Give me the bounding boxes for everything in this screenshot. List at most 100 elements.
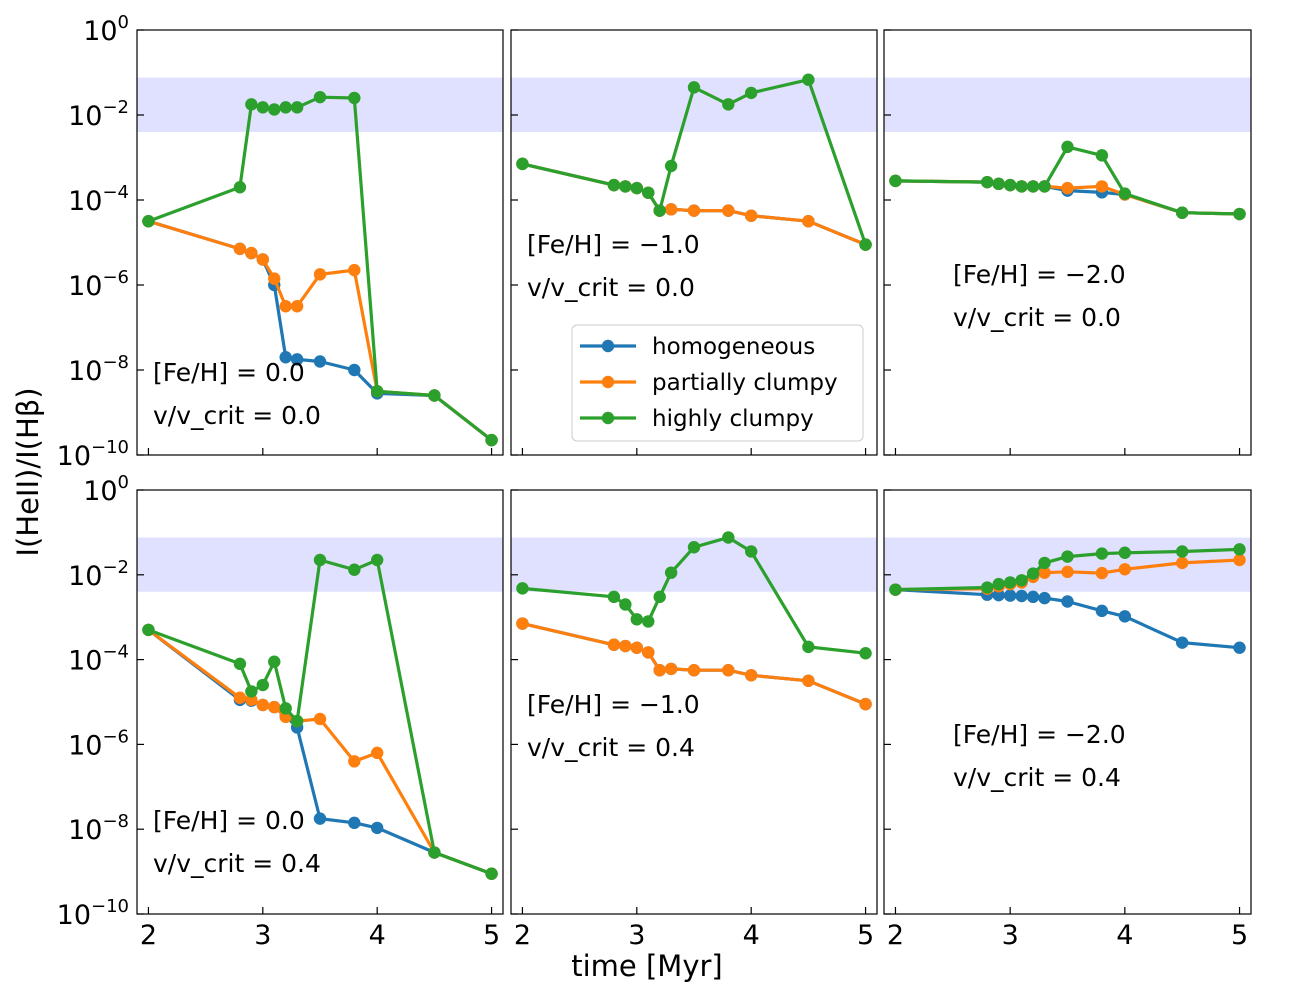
- feh-annotation: [Fe/H] = −2.0: [953, 720, 1126, 749]
- legend-label: homogeneous: [652, 334, 815, 360]
- data-point: [1118, 187, 1132, 200]
- data-point: [313, 268, 327, 281]
- data-point: [516, 157, 529, 171]
- x-tick-label: 5: [483, 920, 500, 951]
- series-line: [147, 628, 493, 876]
- panel-frame: [510, 29, 878, 456]
- data-point: [268, 700, 281, 714]
- y-tick-label: 10−6: [68, 267, 129, 302]
- y-tick-label: 10−10: [57, 437, 129, 472]
- data-point: [1026, 590, 1040, 604]
- data-point: [313, 90, 327, 104]
- panel-2: [Fe/H] = −1.0 v/v_crit = 0.0: [510, 29, 878, 456]
- data-point: [642, 646, 655, 659]
- data-point: [256, 678, 270, 692]
- data-point: [664, 203, 678, 216]
- y-tick-label: 10−8: [68, 352, 129, 387]
- feh-annotation: [Fe/H] = 0.0: [153, 806, 305, 835]
- data-point: [607, 638, 621, 651]
- data-point: [1015, 180, 1028, 193]
- panel-3: [Fe/H] = −2.0 v/v_crit = 0.0: [883, 29, 1252, 456]
- panel-5: 2 3 4 5 [Fe/H] = −1.0 v/v_crit = 0.4: [510, 489, 878, 951]
- data-point: [859, 647, 872, 660]
- panel-1: 100 10−2 10−4 10−6 10−8 10−10 [Fe/H] = 0.0 v/v_…: [57, 12, 504, 472]
- data-point: [1015, 574, 1028, 587]
- data-point: [1026, 567, 1040, 580]
- data-point: [992, 588, 1005, 602]
- data-point: [348, 755, 361, 768]
- data-point: [348, 263, 361, 277]
- data-point: [981, 175, 994, 189]
- data-point: [1233, 553, 1246, 567]
- y-tick-label: 10−10: [57, 896, 129, 931]
- panel-4: 100 10−2 10−4 10−6 10−8 10−10 2 3 4 5 [Fe/H] = 0.0…: [57, 472, 504, 951]
- data-point: [630, 181, 644, 195]
- data-point: [428, 846, 441, 859]
- legend-marker: [601, 375, 615, 389]
- data-point: [722, 531, 735, 544]
- data-point: [619, 598, 632, 611]
- data-point: [279, 702, 292, 715]
- data-point: [744, 209, 758, 222]
- data-point: [1061, 595, 1074, 608]
- data-point: [1095, 149, 1109, 162]
- data-point: [687, 81, 701, 94]
- x-tick-label: 5: [857, 920, 874, 951]
- data-point: [802, 674, 815, 687]
- data-point: [1095, 604, 1109, 618]
- data-point: [1118, 610, 1132, 623]
- x-tick-label: 3: [254, 920, 271, 951]
- data-point: [268, 655, 281, 668]
- x-tick-label: 4: [369, 920, 386, 951]
- data-point: [279, 101, 292, 114]
- data-point: [607, 178, 621, 192]
- data-point: [256, 253, 270, 266]
- data-point: [642, 186, 655, 199]
- data-point: [245, 246, 258, 260]
- legend-box: [571, 324, 864, 442]
- data-point: [664, 662, 678, 676]
- data-point: [1095, 566, 1109, 580]
- data-point: [233, 181, 247, 194]
- panel-frame: [136, 29, 504, 456]
- data-point: [802, 73, 815, 86]
- data-point: [370, 385, 384, 398]
- data-point: [268, 272, 281, 285]
- data-point: [1095, 547, 1109, 560]
- velocity-annotation: v/v_crit = 0.0: [527, 273, 695, 302]
- panel-frame: [136, 489, 504, 915]
- data-point: [1175, 636, 1189, 649]
- panels-layer: 100 10−2 10−4 10−6 10−8 10−10 [Fe/H] = 0.0 v/v_…: [57, 12, 1252, 951]
- data-point: [1038, 591, 1051, 605]
- data-point: [313, 812, 327, 825]
- data-point: [370, 821, 384, 835]
- data-point: [1026, 180, 1040, 193]
- data-point: [722, 204, 735, 217]
- data-point: [142, 215, 155, 228]
- data-point: [1061, 181, 1074, 195]
- legend: homogeneous partially clumpy highly clumpy: [571, 324, 864, 442]
- data-point: [859, 697, 872, 711]
- data-point: [1038, 556, 1051, 570]
- data-point: [348, 563, 361, 576]
- data-point: [1233, 641, 1246, 654]
- data-point: [245, 693, 258, 707]
- data-point: [256, 101, 270, 114]
- data-point: [744, 669, 758, 682]
- y-tick-label: 100: [83, 12, 129, 47]
- data-point: [313, 355, 327, 368]
- velocity-annotation: v/v_crit = 0.4: [153, 849, 321, 878]
- x-tick-label: 2: [887, 920, 904, 951]
- data-point: [142, 623, 155, 637]
- data-point: [1175, 545, 1189, 558]
- data-point: [245, 98, 258, 111]
- x-tick-label: 2: [514, 920, 531, 951]
- data-point: [802, 640, 815, 654]
- data-point: [889, 174, 902, 188]
- panel-frame: [883, 29, 1252, 456]
- x-tick-label: 4: [743, 920, 760, 951]
- y-axis-title: I(HeII)/I(Hβ): [11, 387, 45, 556]
- series-line: [895, 145, 1240, 216]
- feh-annotation: [Fe/H] = −2.0: [953, 260, 1126, 289]
